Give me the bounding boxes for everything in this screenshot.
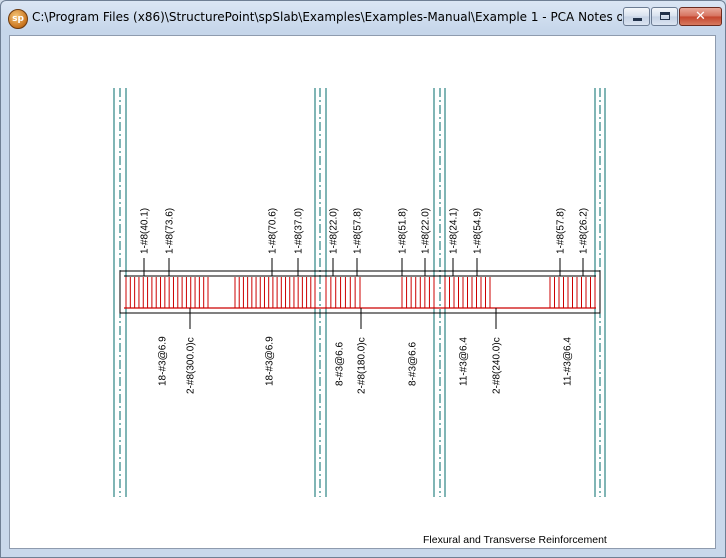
- top-bar-label: 1-#8(73.6): [165, 208, 176, 254]
- title-bar[interactable]: sp C:\Program Files (x86)\StructurePoint…: [1, 1, 725, 35]
- stirrup-label: 8-#3@6.6: [335, 341, 346, 386]
- top-bar-label: 1-#8(22.0): [329, 208, 340, 254]
- top-bar-label: 1-#8(57.8): [556, 208, 567, 254]
- top-bar-label: 1-#8(70.6): [268, 208, 279, 254]
- top-bar-label: 1-#8(24.1): [449, 208, 460, 254]
- close-icon: ✕: [695, 9, 706, 24]
- bottom-bar-label: 2-#8(300.0)c: [186, 337, 197, 394]
- minimize-button[interactable]: [623, 7, 650, 26]
- top-bar-label: 1-#8(26.2): [579, 208, 590, 254]
- top-bar-label: 1-#8(54.9): [473, 208, 484, 254]
- top-bar-label: 1-#8(37.0): [294, 208, 305, 254]
- maximize-icon: [660, 12, 670, 20]
- stirrup-label: 18-#3@6.9: [158, 336, 169, 386]
- top-bar-label: 1-#8(57.8): [353, 208, 364, 254]
- stirrup-label: 11-#3@6.4: [459, 337, 470, 386]
- top-bar-label: 1-#8(22.0): [421, 208, 432, 254]
- bottom-bar-label: 2-#8(180.0)c: [357, 337, 368, 394]
- stirrup-groups: [125, 277, 596, 308]
- bottom-bar-label: 2-#8(240.0)c: [492, 337, 503, 394]
- window-title: C:\Program Files (x86)\StructurePoint\sp…: [32, 10, 622, 24]
- maximize-button[interactable]: [651, 7, 678, 26]
- top-bar-label: 1-#8(40.1): [140, 208, 151, 254]
- drawing-caption: Flexural and Transverse Reinforcement: [423, 534, 607, 546]
- stirrup-label: 18-#3@6.9: [265, 336, 276, 386]
- app-icon[interactable]: sp: [8, 9, 28, 29]
- stirrup-label: 11-#3@6.4: [563, 337, 574, 386]
- bottom-bar-labels: 2-#8(300.0)c 2-#8(180.0)c 2-#8(240.0)c: [186, 308, 503, 394]
- stirrup-label: 8-#3@6.6: [408, 341, 419, 386]
- minimize-icon: [633, 18, 642, 21]
- top-bar-labels: 1-#8(40.1) 1-#8(73.6) 1-#8(70.6) 1-#8(37.0)…: [140, 208, 590, 277]
- drawing-canvas[interactable]: 1-#8(40.1) 1-#8(73.6) 1-#8(70.6) 1-#8(37.0)…: [9, 35, 716, 549]
- beam-section: [119, 270, 601, 314]
- close-button[interactable]: ✕: [679, 7, 722, 26]
- stirrup-labels: 18-#3@6.9 18-#3@6.9 8-#3@6.6 8-#3@6.6 11-#3@…: [158, 336, 574, 386]
- reinforcement-drawing: 1-#8(40.1) 1-#8(73.6) 1-#8(70.6) 1-#8(37.0)…: [113, 88, 607, 546]
- top-bar-label: 1-#8(51.8): [398, 208, 409, 254]
